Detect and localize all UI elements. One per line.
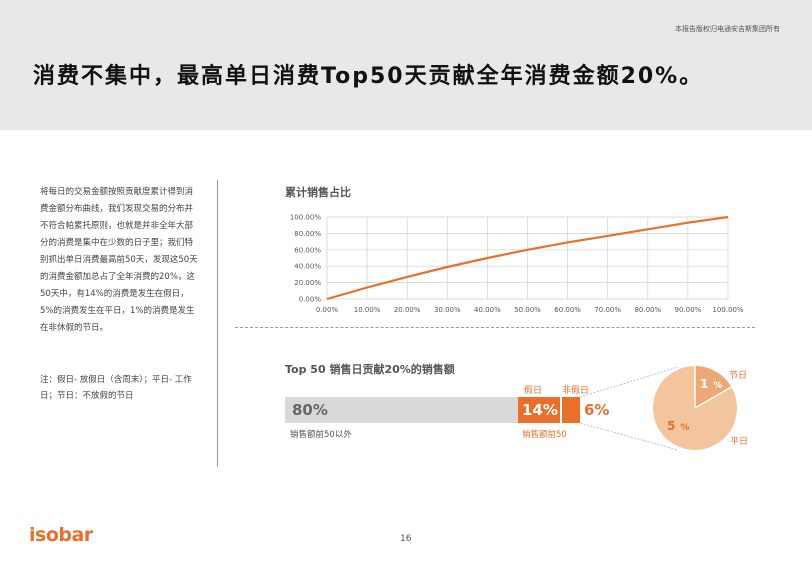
x-tick-label: 60.00% [554,306,581,314]
pie-connector-bottom [579,422,679,451]
line-chart-title: 累计销售占比 [285,186,351,199]
y-tick-label: 80.00% [294,230,321,238]
caption-top-50: 销售额前50 [522,430,567,440]
bar-holiday [518,397,560,423]
cumulative-sales-line [326,215,729,301]
vertical-divider [217,180,218,467]
x-tick-label: 90.00% [675,306,702,314]
pie-festival-value: 1% [700,377,722,391]
page-number: 16 [400,534,412,544]
y-tick-label: 60.00% [294,246,321,254]
pie-weekday-label: 平日 [730,436,748,447]
x-tick-label: 50.00% [514,306,541,314]
non-holiday-pie-chart: 1% 5% 节日 平日 [579,366,748,451]
x-tick-label: 20.00% [394,306,421,314]
x-tick-label: 30.00% [434,306,461,314]
pie-connector-top [579,366,679,398]
x-tick-label: 100.00% [712,306,743,314]
cumulative-sales-line-chart: 0.00% 20.00% 40.00% 60.00% 80.00% 100.00% 0.00… [290,214,744,315]
pie-separator-2 [694,386,732,409]
pie-slice-festival [695,366,732,408]
bar-non-holiday-value: 6% [584,401,610,419]
non-holiday-label: 非假日 [562,386,590,396]
bar-other-days [285,397,518,423]
y-tick-label: 100.00% [290,214,321,222]
header-band: 本报告版权归电通安吉斯集团所有 消费不集中，最高单日消费Top50天贡献全年消费… [0,0,812,130]
bar-other-days-value: 80% [292,401,328,419]
pie-festival-label: 节日 [729,370,747,381]
description-text: 将每日的交易金额按照贡献度累计得到消费金额分布曲线，我们发现交易的分布并不符合帕… [40,187,198,333]
y-tick-label: 40.00% [294,263,321,271]
page-title: 消费不集中，最高单日消费Top50天贡献全年消费金额20%。 [33,64,704,89]
pie-weekday-value: 5% [667,419,689,433]
y-tick-label: 20.00% [294,279,321,287]
y-tick-label: 0.00% [299,296,322,304]
copyright-notice: 本报告版权归电通安吉斯集团所有 [675,25,780,33]
isobar-logo: isobar [29,524,93,546]
bar-non-holiday [562,397,580,423]
x-tick-label: 40.00% [474,306,501,314]
x-tick-label: 10.00% [354,306,381,314]
bar-holiday-value: 14% [522,401,558,419]
definition-note: 注：假日- 放假日（含周末）；平日- 工作日；节日：不放假的节日 [40,375,192,401]
x-tick-label: 80.00% [634,306,661,314]
x-tick-label: 0.00% [316,306,339,314]
holiday-label: 假日 [524,386,543,396]
bar-chart-title: Top 50 销售日贡献20%的销售额 [285,363,455,376]
dashed-divider [235,327,755,328]
caption-other-days: 销售额前50以外 [290,430,352,440]
x-tick-label: 70.00% [594,306,621,314]
